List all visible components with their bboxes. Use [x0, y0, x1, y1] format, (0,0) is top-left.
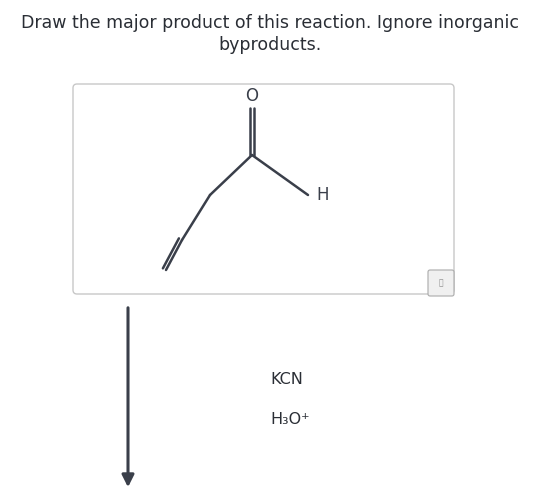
Text: H: H [316, 186, 328, 204]
FancyBboxPatch shape [73, 84, 454, 294]
Text: O: O [246, 87, 259, 105]
FancyBboxPatch shape [428, 270, 454, 296]
Text: 🔍: 🔍 [438, 279, 443, 287]
Text: H₃O⁺: H₃O⁺ [270, 412, 309, 427]
Text: KCN: KCN [270, 372, 303, 388]
Text: Draw the major product of this reaction. Ignore inorganic: Draw the major product of this reaction.… [21, 14, 519, 32]
Text: byproducts.: byproducts. [218, 36, 322, 54]
